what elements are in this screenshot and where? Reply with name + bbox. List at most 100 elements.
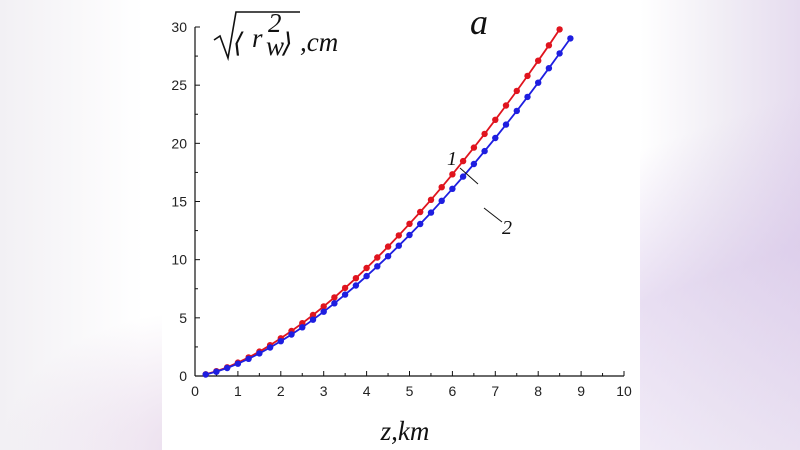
y-tick-label: 15 [171, 194, 187, 210]
series-2-point [524, 93, 531, 101]
series-1-point [470, 144, 478, 151]
series-2-point [545, 65, 553, 72]
y-tick-label: 5 [179, 310, 187, 326]
series-layer [202, 26, 574, 378]
series-1-point [545, 42, 553, 49]
series-2-point [502, 121, 510, 128]
x-tick-label: 5 [406, 383, 414, 399]
series-2-point [374, 263, 381, 270]
series-1-point [384, 243, 392, 250]
series-1-point [417, 208, 424, 216]
y-tick-label: 0 [179, 368, 187, 384]
series-1-point [513, 87, 520, 95]
series-1-point [363, 264, 370, 272]
series-1-point [309, 311, 317, 319]
series-2-point [449, 185, 456, 192]
background-decoration-right [630, 0, 800, 450]
series-2 [202, 35, 574, 378]
x-tick-label: 1 [234, 383, 242, 399]
series-2-point [363, 272, 370, 280]
series-2-point [277, 338, 284, 345]
curve-label-2-text: 2 [502, 217, 512, 239]
x-tick-label: 9 [577, 383, 585, 399]
series-2-point [352, 282, 360, 289]
series-1-point [535, 57, 542, 64]
series-2-point [266, 344, 274, 351]
right-angle-bracket: ⟩ [281, 28, 293, 58]
series-2-point [213, 368, 220, 375]
curve-label-1: 1 [447, 148, 479, 185]
series-1-point [427, 196, 435, 203]
series-1-point [556, 26, 563, 33]
series-2-point [459, 173, 467, 180]
series-2-point [567, 35, 574, 42]
curve-label-2-leader [483, 207, 503, 223]
series-1-point [331, 294, 338, 301]
y-axis-title-unit: ,cm [300, 27, 338, 57]
y-tick-label: 30 [171, 19, 187, 35]
series-2-point [492, 134, 499, 142]
series-2-point [481, 147, 488, 155]
series-2-point [288, 331, 295, 338]
series-2-point [470, 160, 478, 168]
series-1-point [481, 130, 488, 138]
series-2-point [513, 107, 520, 115]
series-2-point [202, 371, 209, 378]
y-axis-title-r: r [252, 23, 263, 53]
series-1-point [449, 171, 456, 178]
series-1-point [352, 275, 360, 282]
x-tick-label: 8 [534, 383, 542, 399]
y-axis-title-sub: w [266, 31, 284, 61]
series-1 [202, 26, 563, 378]
left-angle-bracket: ⟨ [233, 28, 244, 58]
series-1-point [341, 284, 349, 292]
y-tick-label: 25 [171, 77, 187, 93]
series-2-point [234, 360, 242, 367]
x-tick-label: 4 [363, 383, 371, 399]
curve-label-2: 2 [483, 207, 512, 239]
series-2-point [384, 253, 392, 260]
x-tick-label: 2 [277, 383, 285, 399]
series-2-point [256, 350, 263, 357]
chart-panel [162, 0, 640, 450]
curve-label-1-text: 1 [447, 148, 457, 170]
series-2-point [299, 324, 306, 331]
series-1-point [406, 220, 413, 227]
series-2-point [406, 231, 413, 239]
axes: 0 1 2 3 4 5 6 7 8 9 10 0 5 10 15 20 25 30 [171, 19, 632, 399]
series-1-point [492, 116, 499, 124]
x-tick-label: 7 [491, 383, 499, 399]
panel-letter: a [470, 2, 488, 42]
curve-label-1-leader [459, 167, 479, 185]
series-2-point [245, 355, 252, 362]
y-tick-label: 20 [171, 135, 187, 151]
series-1-point [502, 102, 510, 109]
series-2-point [417, 220, 424, 228]
series-2-point [427, 209, 435, 216]
x-axis-title: z,km [380, 416, 430, 446]
x-tick-label: 10 [616, 383, 632, 399]
series-1-point [374, 254, 381, 261]
series-2-point [331, 300, 338, 307]
series-2-point [438, 197, 445, 204]
series-2-point [224, 364, 231, 372]
series-1-point [395, 232, 402, 239]
series-2-point [556, 50, 563, 57]
series-2-point [535, 79, 542, 86]
sqrt-sign [213, 11, 300, 62]
series-1-point [524, 72, 531, 80]
series-2-point [309, 316, 317, 323]
series-1-line [205, 28, 561, 376]
y-axis-title: ⟨ r 2 w ⟩ ,cm [213, 8, 338, 62]
series-1-point [459, 157, 467, 165]
series-2-point [341, 291, 349, 298]
x-tick-label: 3 [320, 383, 328, 399]
series-2-point [395, 242, 402, 249]
series-1-point [320, 303, 327, 310]
x-tick-label: 0 [191, 383, 199, 399]
series-1-point [438, 184, 445, 191]
x-tick-label: 6 [449, 383, 457, 399]
series-2-point [320, 308, 327, 315]
y-tick-label: 10 [171, 252, 187, 268]
